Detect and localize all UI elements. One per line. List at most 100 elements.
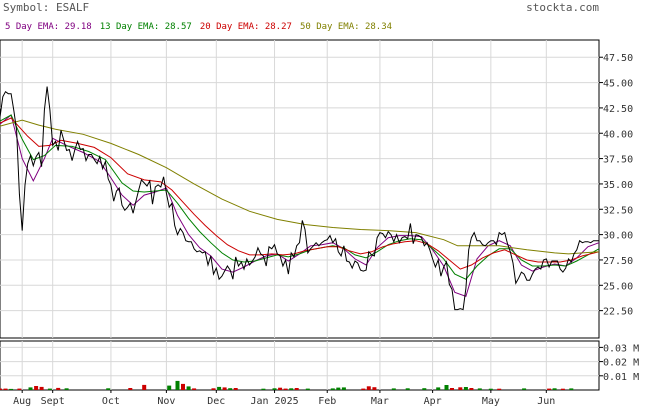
date-tick-label: Dec xyxy=(207,396,225,406)
volume-bar xyxy=(444,385,449,390)
volume-bar xyxy=(39,386,44,390)
volume-bar xyxy=(0,388,2,390)
price-tick-label: 25.00 xyxy=(603,281,633,292)
volume-bar xyxy=(372,387,377,390)
volume-bar xyxy=(128,388,133,390)
volume-tick-label: 0.02 M xyxy=(603,358,639,369)
price-tick-label: 35.00 xyxy=(603,180,633,191)
price-tick-label: 40.00 xyxy=(603,129,633,140)
volume-bar xyxy=(283,388,288,390)
volume-bar xyxy=(488,388,493,390)
volume-bar xyxy=(167,385,172,390)
date-tick-label: Apr xyxy=(424,396,442,406)
volume-bar xyxy=(233,388,238,390)
ema-legend: 5 Day EMA: 29.18 13 Day EMA: 28.57 20 Day … xyxy=(5,22,392,32)
volume-bar xyxy=(469,388,474,390)
volume-bar xyxy=(361,388,366,390)
symbol-label: Symbol: ESALF xyxy=(3,1,89,14)
price-tick-label: 47.50 xyxy=(603,53,633,64)
volume-bar xyxy=(366,386,371,390)
price-tick-label: 30.00 xyxy=(603,231,633,242)
volume-axis: 0.01 M 0.02 M 0.03 M xyxy=(599,343,639,383)
volume-panel xyxy=(0,340,600,391)
volume-bar xyxy=(186,386,191,390)
ema-lines xyxy=(0,114,600,298)
ema-line-2 xyxy=(0,117,600,270)
date-tick-label: Mar xyxy=(371,396,389,406)
volume-bar xyxy=(272,388,277,390)
volume-bar xyxy=(222,387,227,390)
date-tick-label: Feb xyxy=(318,396,336,406)
date-tick-label: Jun xyxy=(537,396,555,406)
price-grid xyxy=(0,40,599,338)
volume-bar xyxy=(330,388,335,390)
volume-bar xyxy=(9,388,14,390)
volume-bar xyxy=(47,388,52,390)
volume-bar xyxy=(552,388,557,390)
volume-bar xyxy=(547,388,552,390)
price-axis: 22.50 25.00 27.50 30.00 32.50 35.00 37.50 40.00… xyxy=(599,53,633,318)
volume-bar xyxy=(336,387,341,390)
volume-bar xyxy=(192,388,197,390)
volume-bar xyxy=(34,386,39,390)
volume-bar xyxy=(181,383,185,390)
date-tick-label: May xyxy=(482,396,500,406)
volume-bar xyxy=(450,388,454,390)
volume-bar xyxy=(261,388,266,390)
volume-bar xyxy=(64,388,69,390)
volume-bar xyxy=(569,388,574,390)
volume-bar xyxy=(289,388,294,390)
volume-bar xyxy=(142,384,147,390)
volume-bar xyxy=(391,388,396,390)
volume-bar xyxy=(28,387,33,390)
price-tick-label: 45.00 xyxy=(603,79,633,90)
price-panel xyxy=(0,39,600,339)
legend-entry-3: 50 Day EMA: 28.34 xyxy=(300,22,392,32)
volume-bar xyxy=(405,388,410,390)
volume-grid xyxy=(0,341,599,390)
volume-bar xyxy=(3,388,8,390)
volume-bar xyxy=(422,388,427,390)
volume-bar xyxy=(436,387,441,390)
volume-bar xyxy=(560,388,565,390)
price-series xyxy=(0,86,599,311)
volume-bar xyxy=(497,388,502,390)
volume-bar xyxy=(305,388,310,390)
volume-bar xyxy=(477,388,482,390)
price-line xyxy=(0,86,599,311)
price-tick-label: 37.50 xyxy=(603,155,633,166)
volume-bars xyxy=(0,380,574,390)
volume-tick-label: 0.03 M xyxy=(603,343,639,354)
volume-bar xyxy=(56,387,61,390)
volume-bar xyxy=(522,388,527,390)
volume-bar xyxy=(175,380,180,390)
volume-bar xyxy=(217,386,222,390)
volume-bar xyxy=(106,388,111,390)
volume-bar xyxy=(458,387,463,390)
ema-line-0 xyxy=(0,114,600,298)
volume-tick-label: 0.01 M xyxy=(603,372,639,383)
ema-line-3 xyxy=(0,119,600,255)
volume-bar xyxy=(211,388,216,390)
date-tick-label: Nov xyxy=(157,396,175,406)
legend-entry-2: 20 Day EMA: 28.27 xyxy=(200,22,292,32)
legend-entry-1: 13 Day EMA: 28.57 xyxy=(100,22,192,32)
volume-bar xyxy=(17,388,22,390)
date-tick-label: Aug xyxy=(13,396,31,406)
volume-bar xyxy=(294,388,299,390)
volume-bar xyxy=(463,387,468,390)
price-tick-label: 32.50 xyxy=(603,205,633,216)
date-tick-label: Sept xyxy=(41,396,65,406)
volume-bar xyxy=(341,387,346,390)
date-tick-label: Oct xyxy=(102,396,120,406)
volume-bar xyxy=(228,388,233,390)
legend-entry-0: 5 Day EMA: 29.18 xyxy=(5,22,92,32)
site-label: stockta.com xyxy=(526,1,599,14)
volume-bar xyxy=(278,387,283,390)
date-tick-label: Jan 2025 xyxy=(250,396,298,406)
price-tick-label: 27.50 xyxy=(603,256,633,267)
price-tick-label: 42.50 xyxy=(603,104,633,115)
price-tick-label: 22.50 xyxy=(603,307,633,318)
date-axis: Aug Sept Oct Nov Dec Jan 2025 Feb Mar Apr May Jun xyxy=(13,390,555,406)
